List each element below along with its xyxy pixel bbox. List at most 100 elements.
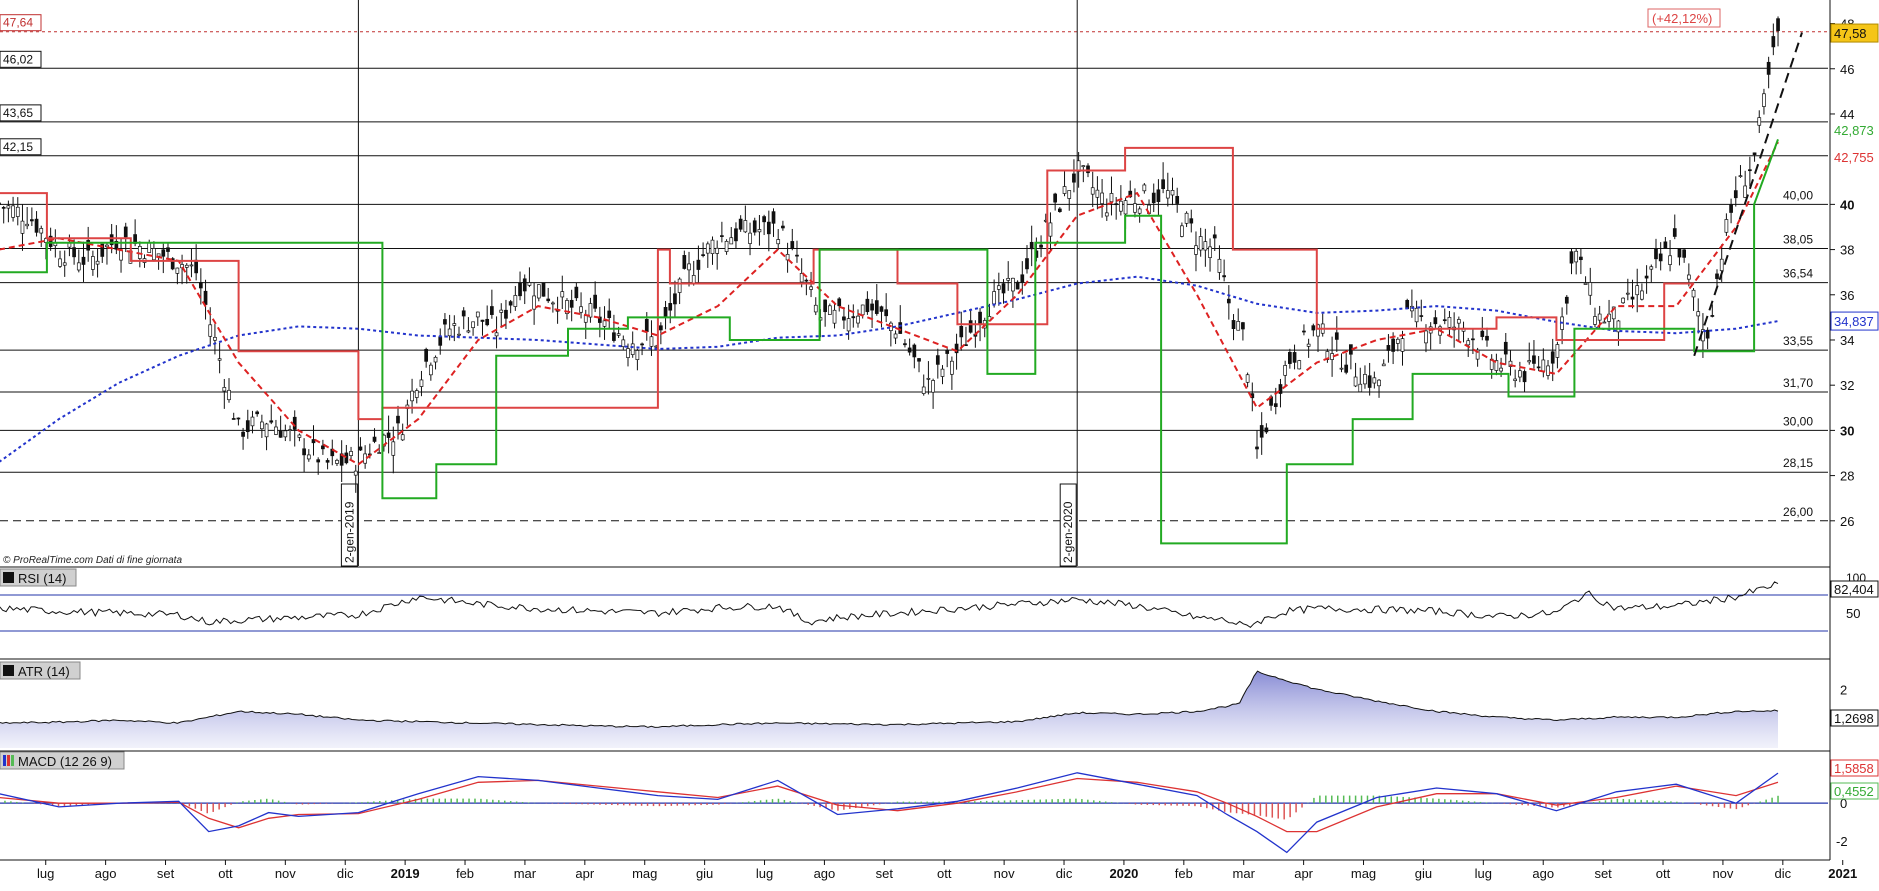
candle-body	[809, 286, 813, 290]
candle-body	[705, 243, 710, 254]
candle-body	[1048, 222, 1053, 237]
macd-swatch-green	[11, 755, 14, 766]
candle-body	[1302, 330, 1306, 333]
x-tick-label: giu	[696, 866, 713, 881]
candle-body	[335, 459, 339, 464]
x-tick-label: lug	[1475, 866, 1492, 881]
candle-body	[1480, 330, 1485, 337]
x-tick-label: 2019	[391, 866, 420, 881]
x-tick-label: dic	[1775, 866, 1792, 881]
candle-body	[91, 256, 95, 270]
candle-body	[1212, 234, 1217, 239]
candle-body	[302, 448, 306, 456]
candle-body	[25, 223, 30, 227]
candle-body	[1137, 208, 1142, 214]
candle-body	[325, 460, 330, 463]
candle-body	[978, 311, 982, 326]
candle-body	[414, 390, 419, 398]
candle-body	[1635, 285, 1640, 296]
candle-body	[1743, 185, 1748, 198]
rsi-label: RSI (14)	[18, 571, 66, 586]
macd-label-box	[0, 751, 125, 770]
candle-body	[231, 418, 236, 420]
candle-body	[879, 306, 884, 312]
candle-body	[1311, 325, 1316, 331]
candle-body	[612, 332, 616, 341]
candle-body	[184, 264, 189, 268]
atr-tick-2: 2	[1840, 682, 1847, 697]
level-label: 31,70	[1783, 376, 1813, 390]
level-label: 42,15	[3, 140, 33, 154]
macd-label: MACD (12 26 9)	[18, 754, 112, 769]
candle-body	[1231, 320, 1236, 329]
atr-label-box	[0, 661, 81, 680]
candle-body	[813, 304, 818, 313]
candle-body	[494, 332, 499, 337]
x-tick-label: dic	[337, 866, 354, 881]
candle-body	[203, 290, 208, 305]
series-stop_up	[0, 139, 1779, 545]
x-tick-label: apr	[1294, 866, 1313, 881]
candle-body	[428, 364, 433, 376]
candle-body	[1006, 277, 1011, 281]
candle-body	[471, 321, 475, 329]
candle-body	[588, 303, 593, 318]
candle-body	[743, 220, 748, 233]
candle-body	[62, 262, 67, 266]
candle-body	[884, 309, 889, 317]
candle-body	[996, 285, 1001, 290]
candle-body	[874, 300, 879, 314]
year-marker-label: 2-gen-2020	[1061, 501, 1075, 563]
candle-body	[865, 298, 870, 313]
candle-body	[1522, 371, 1527, 383]
x-tick-label: mag	[1351, 866, 1376, 881]
year-marker-box	[1059, 483, 1077, 567]
candle-body	[245, 420, 250, 433]
candle-body	[269, 420, 274, 423]
candle-body	[1738, 175, 1743, 178]
candle-body	[893, 333, 898, 339]
x-tick-label: ott	[1656, 866, 1671, 881]
candle-body	[1686, 274, 1691, 280]
candle-body	[321, 445, 325, 450]
candle-body	[860, 304, 865, 316]
candle-body	[959, 325, 964, 338]
candle-body	[20, 220, 25, 234]
candle-body	[1433, 317, 1438, 325]
blue-ma-tag: 34,837	[1834, 314, 1874, 329]
candle-body	[1363, 374, 1367, 385]
candle-body	[921, 386, 926, 394]
series-trendline	[1693, 32, 1803, 357]
candle-body	[710, 239, 715, 254]
candle-body	[1161, 179, 1165, 190]
candle-body	[752, 220, 757, 233]
candle-body	[673, 293, 677, 305]
candle-body	[1025, 258, 1029, 270]
y-tick-label: 26	[1840, 514, 1854, 529]
candle-body	[574, 286, 579, 299]
candle-body	[1466, 340, 1471, 346]
candle-body	[278, 430, 283, 438]
candle-body	[837, 298, 842, 307]
candle-body	[1715, 273, 1719, 279]
candle-body	[536, 284, 541, 299]
candle-body	[1395, 338, 1400, 344]
candle-body	[1259, 425, 1264, 438]
candle-body	[1184, 212, 1189, 224]
candle-body	[1776, 18, 1780, 31]
candle-body	[58, 258, 62, 267]
candle-body	[701, 254, 705, 256]
x-tick-label: apr	[575, 866, 594, 881]
candle-body	[766, 221, 771, 235]
candle-body	[363, 453, 367, 464]
candle-body	[457, 333, 461, 336]
candle-body	[720, 235, 724, 237]
candle-body	[1245, 374, 1250, 383]
candle-body	[644, 319, 649, 333]
y-tick-label: 40	[1840, 197, 1854, 212]
candle-body	[1306, 343, 1311, 347]
candle-body	[1719, 258, 1724, 272]
candle-body	[236, 417, 241, 420]
candle-body	[490, 306, 494, 315]
candle-body	[34, 218, 39, 233]
